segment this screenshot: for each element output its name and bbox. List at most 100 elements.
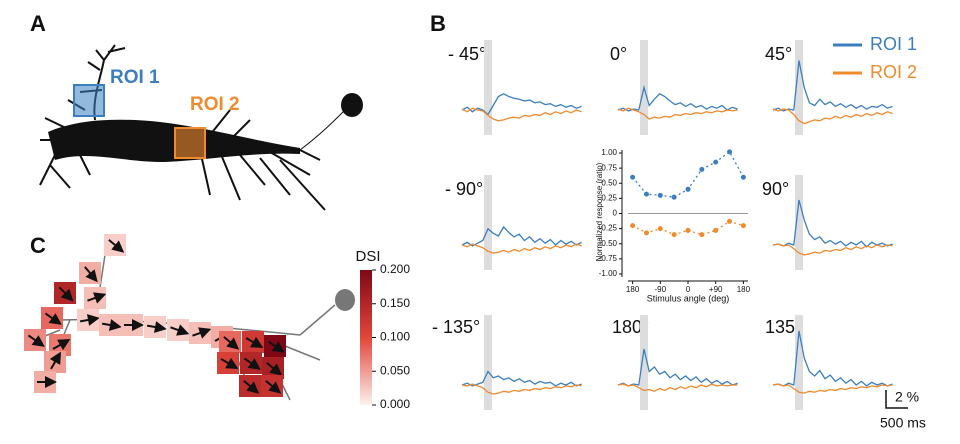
y-tick-label: -0.25: [599, 224, 618, 233]
x-axis-label: Stimulus angle (deg): [647, 293, 730, 303]
direction-arrow: [170, 324, 190, 336]
direction-arrow: [52, 338, 71, 351]
x-tick-label: +90: [709, 285, 723, 294]
y-tick-label: 0.25: [601, 193, 617, 202]
panel-label: B: [430, 11, 446, 36]
panel-label: A: [30, 11, 46, 36]
x-tick-label: -90: [655, 285, 667, 294]
point: [713, 159, 719, 165]
scale-label: 500 ms: [880, 415, 926, 431]
direction-arrow: [243, 357, 261, 370]
roi-label: ROI 2: [190, 94, 240, 115]
direction-arrow: [220, 357, 239, 369]
y-axis-label: Normalized response (ratio): [595, 162, 604, 261]
x-tick-label: 0: [686, 285, 691, 294]
direction-arrow: [265, 380, 282, 394]
point: [630, 174, 636, 180]
direction-label: 0°: [610, 44, 627, 64]
direction-arrow: [101, 319, 122, 331]
direction-label: - 45°: [448, 44, 486, 64]
stimulus-marker: [484, 175, 492, 270]
trace: [617, 383, 738, 393]
colorbar-tick-label: 0.000: [380, 397, 410, 411]
direction-label: 90°: [762, 179, 789, 199]
colorbar-tick-label: 0.200: [380, 262, 410, 276]
trace: [772, 108, 893, 125]
y-tick-label: -0.50: [599, 239, 618, 248]
direction-label: 135°: [765, 317, 802, 337]
direction-arrow: [108, 239, 125, 253]
roi-label: ROI 1: [110, 67, 160, 88]
trace: [772, 383, 893, 394]
point: [699, 166, 705, 172]
stimulus-marker: [484, 40, 492, 135]
direction-arrow: [192, 327, 212, 339]
colorbar-title: DSI: [355, 248, 380, 265]
scale-bar: [885, 390, 908, 409]
roi-box: [174, 127, 206, 159]
point: [657, 226, 663, 232]
direction-arrow: [84, 266, 98, 283]
trace: [617, 84, 738, 112]
colorbar-tick-label: 0.150: [380, 296, 410, 310]
point: [699, 232, 705, 238]
y-tick-label: 0.50: [601, 178, 617, 187]
y-tick-label: -1.00: [599, 269, 618, 278]
colorbar-tick-label: 0.050: [380, 363, 410, 377]
trace: [461, 225, 582, 247]
legend-label: ROI 1: [870, 34, 917, 54]
trace: [461, 383, 582, 395]
stimulus-marker: [484, 315, 492, 410]
direction-arrow: [267, 340, 285, 353]
direction-arrow: [79, 314, 100, 326]
legend-label: ROI 2: [870, 62, 917, 82]
direction-arrow: [87, 292, 107, 304]
trace: [772, 60, 893, 112]
stimulus-marker: [795, 40, 803, 135]
point: [727, 218, 733, 224]
direction-arrow: [243, 380, 260, 394]
point: [643, 191, 649, 197]
direction-label: 45°: [765, 44, 792, 64]
point: [671, 232, 677, 238]
trace: [461, 93, 582, 116]
direction-arrow: [146, 321, 167, 333]
direction-label: - 90°: [445, 179, 483, 199]
stimulus-marker: [795, 315, 803, 410]
direction-label: - 135°: [432, 317, 480, 337]
point: [671, 194, 677, 200]
direction-arrow: [49, 351, 62, 370]
direction-arrow: [266, 362, 283, 376]
direction-arrow: [58, 286, 74, 302]
stimulus-marker: [640, 315, 648, 410]
point: [630, 223, 636, 229]
direction-arrow: [223, 336, 240, 350]
x-tick-label: 180: [626, 285, 640, 294]
point: [713, 227, 719, 233]
colorbar-tick-label: 0.100: [380, 330, 410, 344]
y-tick-label: 0.75: [601, 163, 617, 172]
point: [727, 149, 733, 155]
direction-label: 180°: [612, 317, 649, 337]
direction-arrow: [27, 334, 45, 347]
panel-label: C: [30, 233, 46, 258]
x-tick-label: 180: [737, 285, 751, 294]
point: [685, 186, 691, 192]
stimulus-marker: [795, 175, 803, 270]
point: [740, 174, 746, 180]
y-tick-label: -0.75: [599, 254, 618, 263]
trace: [461, 370, 582, 387]
trace: [617, 107, 738, 120]
trace: [461, 243, 582, 254]
y-tick-label: 1.00: [601, 148, 617, 157]
point: [643, 230, 649, 236]
scale-label: 2 %: [895, 389, 919, 405]
y-tick-label: 0: [613, 209, 618, 218]
series-line: [632, 220, 744, 236]
direction-arrow: [245, 336, 264, 349]
trace: [772, 243, 893, 256]
point: [740, 223, 746, 229]
trace: [772, 199, 893, 248]
